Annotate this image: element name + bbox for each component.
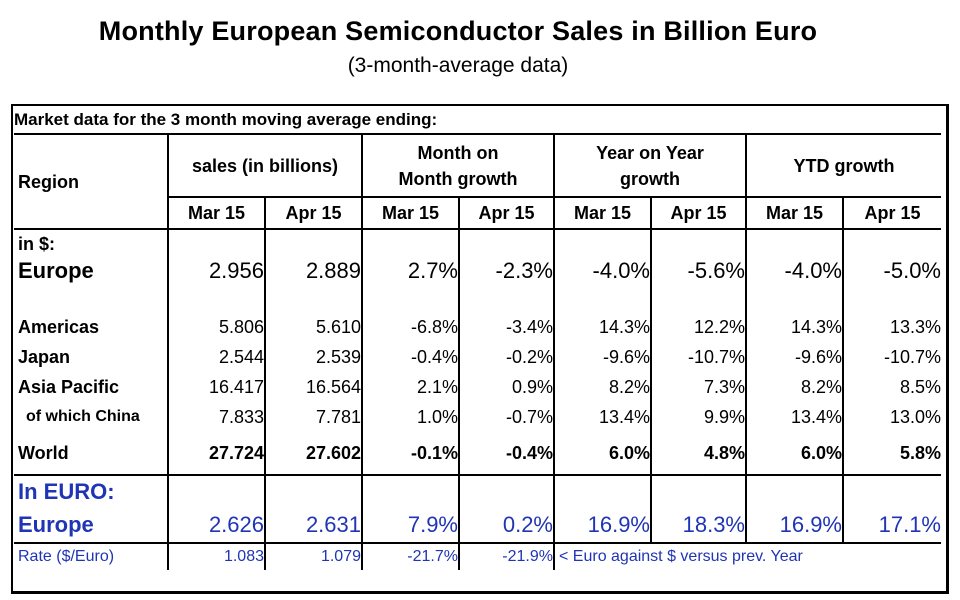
mom-header: Month on Month growth bbox=[361, 134, 555, 198]
month-header: Mar 15 bbox=[553, 197, 652, 230]
table-row: Rate ($/Euro) 1.083 1.079 -21.7% -21.9% … bbox=[14, 543, 941, 570]
cell: -3.4% bbox=[458, 312, 555, 342]
cell: 8.5% bbox=[842, 372, 941, 402]
cell: 6.0% bbox=[745, 432, 844, 476]
cell: 8.2% bbox=[745, 372, 844, 402]
month-header: Apr 15 bbox=[264, 197, 363, 230]
cell: 14.3% bbox=[553, 312, 652, 342]
cell: -9.6% bbox=[745, 342, 844, 372]
cell: -0.4% bbox=[361, 342, 460, 372]
month-header: Apr 15 bbox=[842, 197, 941, 230]
row-label-americas: Americas bbox=[14, 312, 169, 342]
cell: 13.4% bbox=[553, 402, 652, 432]
sales-table: Market data for the 3 month moving avera… bbox=[14, 107, 941, 570]
cell: 5.610 bbox=[264, 312, 363, 342]
cell: 5.806 bbox=[167, 312, 266, 342]
cell: 14.3% bbox=[745, 312, 844, 342]
cell: 1.083 bbox=[167, 543, 266, 570]
cell: 27.724 bbox=[167, 432, 266, 476]
cell: -4.0% bbox=[553, 258, 652, 292]
yoy-header: Year on Year growth bbox=[553, 134, 747, 198]
cell: 2.956 bbox=[167, 258, 266, 292]
cell: 2.626 bbox=[167, 508, 266, 544]
month-header: Mar 15 bbox=[745, 197, 844, 230]
row-label-rate: Rate ($/Euro) bbox=[14, 543, 169, 570]
cell: 6.0% bbox=[553, 432, 652, 476]
cell: 13.4% bbox=[745, 402, 844, 432]
table-row: World 27.724 27.602 -0.1% -0.4% 6.0% 4.8… bbox=[14, 432, 941, 476]
sales-header: sales (in billions) bbox=[167, 134, 363, 198]
cell: 7.9% bbox=[361, 508, 460, 544]
market-data-label: Market data for the 3 month moving avera… bbox=[14, 107, 941, 135]
cell: 4.8% bbox=[650, 432, 747, 476]
table-row: Europe 2.626 2.631 7.9% 0.2% 16.9% 18.3%… bbox=[14, 508, 941, 544]
region-header-spacer bbox=[14, 197, 169, 230]
cell: 0.9% bbox=[458, 372, 555, 402]
table-row: Europe 2.956 2.889 2.7% -2.3% -4.0% -5.6… bbox=[14, 258, 941, 292]
region-header: Region bbox=[14, 134, 169, 197]
month-header: Mar 15 bbox=[167, 197, 266, 230]
table-row: Japan 2.544 2.539 -0.4% -0.2% -9.6% -10.… bbox=[14, 342, 941, 372]
row-label-japan: Japan bbox=[14, 342, 169, 372]
row-label-europe-eur: Europe bbox=[14, 508, 169, 544]
table-row: Americas 5.806 5.610 -6.8% -3.4% 14.3% 1… bbox=[14, 312, 941, 342]
cell: 1.079 bbox=[264, 543, 363, 570]
cell: 7.833 bbox=[167, 402, 266, 432]
cell: 2.544 bbox=[167, 342, 266, 372]
cell: 27.602 bbox=[264, 432, 363, 476]
cell: 16.9% bbox=[553, 508, 652, 544]
cell: -0.7% bbox=[458, 402, 555, 432]
rate-note: < Euro against $ versus prev. Year bbox=[553, 543, 941, 570]
cell: 16.9% bbox=[745, 508, 844, 544]
page-subtitle: (3-month-average data) bbox=[347, 54, 569, 77]
cell: 2.631 bbox=[264, 508, 363, 544]
in-dollar-label: in $: bbox=[14, 229, 169, 258]
cell: -10.7% bbox=[842, 342, 941, 372]
row-label-asia-pacific: Asia Pacific bbox=[14, 372, 169, 402]
cell: -10.7% bbox=[650, 342, 747, 372]
cell: 0.2% bbox=[458, 508, 555, 544]
table-row: Asia Pacific 16.417 16.564 2.1% 0.9% 8.2… bbox=[14, 372, 941, 402]
cell: -0.1% bbox=[361, 432, 460, 476]
row-label-europe-usd: Europe bbox=[14, 258, 169, 292]
cell: -0.2% bbox=[458, 342, 555, 372]
cell: 16.564 bbox=[264, 372, 363, 402]
cell: 5.8% bbox=[842, 432, 941, 476]
cell: 16.417 bbox=[167, 372, 266, 402]
cell: 2.889 bbox=[264, 258, 363, 292]
cell: 17.1% bbox=[842, 508, 941, 544]
cell: 12.2% bbox=[650, 312, 747, 342]
cell: 18.3% bbox=[650, 508, 747, 544]
cell: 2.7% bbox=[361, 258, 460, 292]
in-euro-label: In EURO: bbox=[14, 475, 169, 508]
cell: 9.9% bbox=[650, 402, 747, 432]
cell: -5.0% bbox=[842, 258, 941, 292]
cell: 2.1% bbox=[361, 372, 460, 402]
cell: 8.2% bbox=[553, 372, 652, 402]
cell: -21.7% bbox=[361, 543, 460, 570]
month-header: Apr 15 bbox=[458, 197, 555, 230]
row-label-china: of which China bbox=[14, 402, 169, 432]
row-label-world: World bbox=[14, 432, 169, 476]
table-frame bbox=[11, 104, 949, 594]
cell: 13.0% bbox=[842, 402, 941, 432]
cell: -4.0% bbox=[745, 258, 844, 292]
cell: -6.8% bbox=[361, 312, 460, 342]
cell: -2.3% bbox=[458, 258, 555, 292]
cell: -21.9% bbox=[458, 543, 555, 570]
table-row: of which China 7.833 7.781 1.0% -0.7% 13… bbox=[14, 402, 941, 432]
cell: 7.3% bbox=[650, 372, 747, 402]
month-header: Apr 15 bbox=[650, 197, 747, 230]
ytd-header: YTD growth bbox=[745, 134, 941, 198]
page-title: Monthly European Semiconductor Sales in … bbox=[98, 16, 818, 46]
cell: 2.539 bbox=[264, 342, 363, 372]
cell: -9.6% bbox=[553, 342, 652, 372]
cell: 7.781 bbox=[264, 402, 363, 432]
cell: -0.4% bbox=[458, 432, 555, 476]
cell: -5.6% bbox=[650, 258, 747, 292]
cell: 1.0% bbox=[361, 402, 460, 432]
cell: 13.3% bbox=[842, 312, 941, 342]
month-header: Mar 15 bbox=[361, 197, 460, 230]
